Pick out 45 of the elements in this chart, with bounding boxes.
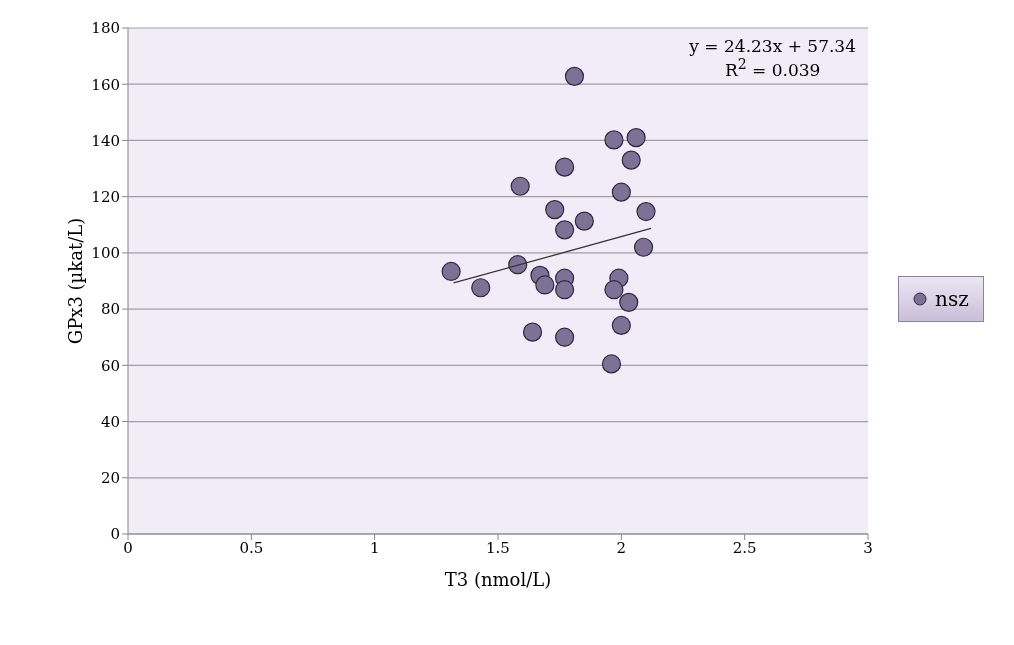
point: [621, 150, 641, 170]
y-tick-label: 140: [91, 131, 120, 150]
y-tick-label: 20: [100, 469, 120, 488]
y-tick-label: 160: [91, 75, 120, 94]
x-tick-label: 2.5: [732, 538, 757, 557]
point: [555, 327, 575, 347]
y-tick-label: 80: [100, 300, 120, 319]
point: [510, 176, 530, 196]
point: [535, 275, 555, 295]
point: [611, 315, 631, 336]
x-tick-label: 1.5: [486, 538, 510, 557]
point: [611, 182, 631, 202]
x-tick-label: 1: [369, 538, 380, 557]
y-tick-label: 60: [100, 356, 120, 375]
x-tick-label: 2: [616, 538, 627, 557]
point: [471, 278, 491, 298]
point: [601, 354, 622, 374]
annotation: R$^{2}$ = 0.039: [723, 56, 822, 80]
annotation: y = 24.23x + 57.34: [689, 36, 856, 56]
point: [633, 237, 654, 257]
y-tick-label: 0: [110, 525, 120, 544]
point: [555, 157, 575, 177]
x-tick-label: 3: [863, 538, 873, 557]
point: [604, 130, 624, 150]
point: [626, 128, 646, 148]
x-axis-title: T3 (nmol/L): [444, 569, 552, 590]
point: [555, 280, 575, 300]
x-tick-label: 0.5: [239, 538, 264, 557]
point: [619, 292, 639, 312]
point: [545, 200, 565, 220]
point: [604, 280, 624, 300]
y-tick-label: 100: [91, 244, 120, 263]
y-tick-label: 120: [91, 187, 120, 206]
point: [636, 201, 656, 222]
point: [555, 220, 575, 240]
point: [522, 322, 543, 342]
y-axis-title: GPx3 (µkat/L): [65, 217, 87, 345]
legend-label: nsz: [935, 287, 969, 311]
point: [441, 261, 461, 282]
x-tick-label: 0: [123, 538, 133, 557]
point: [508, 255, 528, 275]
y-tick-label: 180: [91, 19, 120, 38]
y-tick-label: 40: [100, 412, 120, 431]
point: [574, 211, 594, 231]
point: [564, 66, 585, 86]
